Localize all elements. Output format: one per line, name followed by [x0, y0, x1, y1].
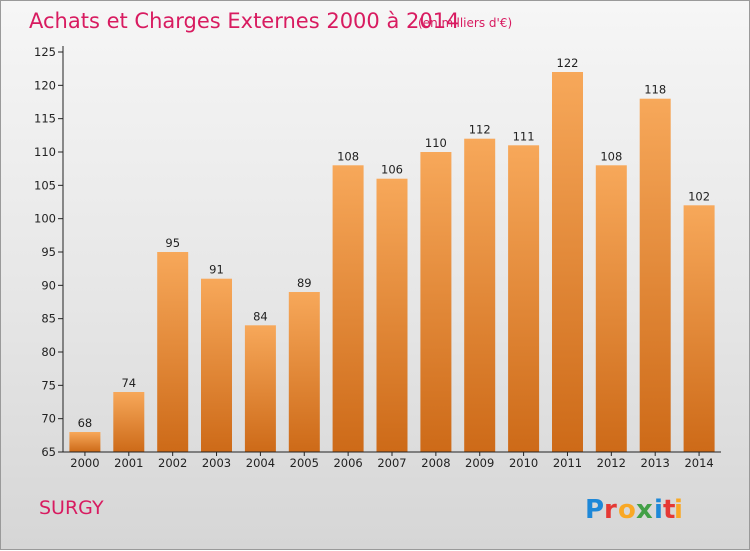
x-tick-label: 2002 [158, 456, 187, 470]
bar-value-label: 102 [688, 189, 710, 203]
logo-letter: t [663, 495, 675, 525]
bar-value-label: 106 [381, 163, 403, 177]
bar-value-label: 91 [209, 263, 224, 277]
chart-title: Achats et Charges Externes 2000 à 2014 [29, 9, 459, 33]
bars-layer: 68 74 95 91 84 89 108 106 110 112 111 122 108 118 102 [69, 56, 715, 453]
x-tick-label: 2003 [202, 456, 231, 470]
x-tick-label: 2009 [465, 456, 494, 470]
x-tick-label: 2004 [246, 456, 275, 470]
y-tick-label: 110 [34, 145, 56, 159]
bar-value-label: 110 [425, 136, 447, 150]
bar-2014 [683, 205, 715, 452]
bar-2005 [288, 292, 320, 452]
x-tick-label: 2014 [684, 456, 713, 470]
y-tick-label: 65 [41, 445, 56, 459]
y-tick-label: 70 [41, 412, 56, 426]
x-tick-label: 2008 [421, 456, 450, 470]
bar-value-label: 111 [513, 129, 535, 143]
y-tick-label: 125 [34, 45, 56, 59]
town-name: SURGY [39, 497, 104, 519]
bar-value-label: 112 [469, 123, 491, 137]
bar-value-label: 95 [165, 236, 180, 250]
logo-letter: x [636, 495, 653, 525]
x-tick-label: 2012 [597, 456, 626, 470]
logo-letter: i [654, 495, 663, 525]
bar-2008 [420, 152, 452, 452]
y-tick-label: 95 [41, 245, 56, 259]
y-tick-label: 115 [34, 112, 56, 126]
axis-layer: 65 70 75 80 85 90 95 100 105 110 115 120 125 2000 2001… [34, 45, 721, 470]
bar-2007 [376, 178, 408, 452]
x-tick-label: 2005 [290, 456, 319, 470]
logo-letter: P [585, 495, 604, 525]
y-tick-label: 80 [41, 345, 56, 359]
bar-2001 [113, 392, 145, 452]
bar-2003 [201, 278, 232, 452]
logo-letter: r [604, 495, 617, 525]
bar-2002 [157, 252, 189, 452]
bar-value-label: 84 [253, 309, 268, 323]
chart-subtitle: (en milliers d'€) [418, 16, 512, 30]
x-tick-label: 2000 [70, 456, 99, 470]
logo-letter: i [674, 495, 683, 525]
bar-value-label: 108 [337, 149, 359, 163]
y-tick-label: 105 [34, 178, 56, 192]
bar-2009 [464, 138, 496, 452]
bar-value-label: 122 [557, 56, 579, 70]
bar-2010 [508, 145, 540, 453]
bar-value-label: 118 [644, 83, 666, 97]
bar-value-label: 74 [121, 376, 136, 390]
bar-2011 [552, 72, 583, 452]
x-tick-label: 2013 [641, 456, 670, 470]
y-tick-label: 120 [34, 78, 56, 92]
x-tick-label: 2010 [509, 456, 538, 470]
bar-2013 [639, 98, 671, 452]
bar-2006 [332, 165, 364, 453]
bar-2012 [595, 165, 627, 453]
bar-2004 [244, 325, 276, 452]
bar-value-label: 68 [78, 416, 93, 430]
x-tick-label: 2006 [333, 456, 362, 470]
logo-letter: o [618, 495, 636, 525]
bar-value-label: 108 [600, 149, 622, 163]
bar-2000 [69, 432, 101, 452]
x-tick-label: 2011 [553, 456, 582, 470]
y-tick-label: 90 [41, 278, 56, 292]
bar-value-label: 89 [297, 276, 312, 290]
x-tick-label: 2007 [377, 456, 406, 470]
y-tick-label: 75 [41, 378, 56, 392]
y-tick-label: 100 [34, 212, 56, 226]
x-tick-label: 2001 [114, 456, 143, 470]
y-tick-label: 85 [41, 312, 56, 326]
